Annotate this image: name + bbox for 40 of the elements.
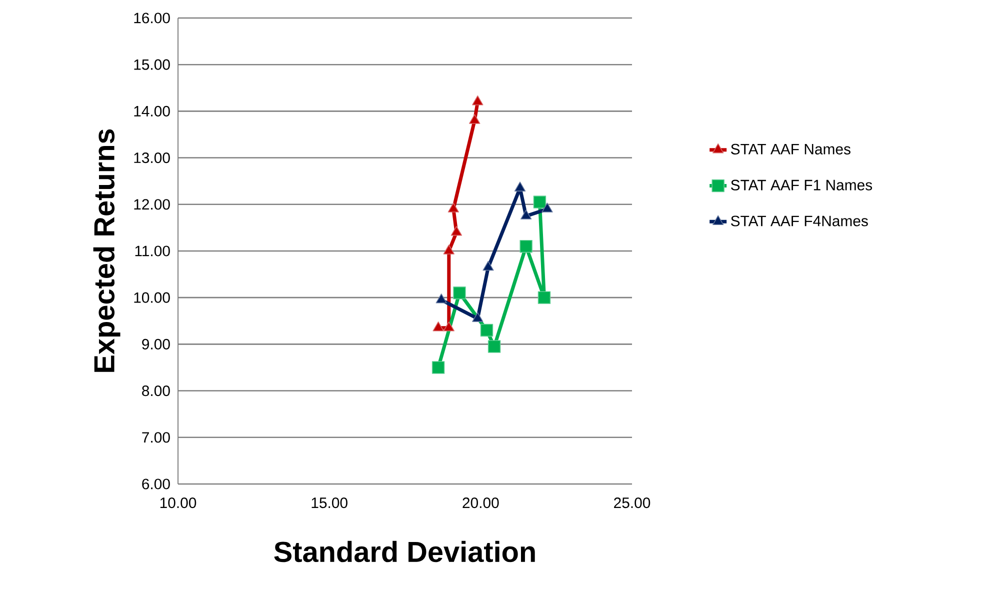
x-tick-label: 15.00	[312, 498, 348, 508]
point	[436, 294, 447, 304]
legend-label: STAT AAF F4Names	[731, 216, 868, 226]
point	[472, 95, 484, 106]
y-axis-title: Expected Returns	[93, 129, 120, 372]
point	[432, 361, 445, 374]
x-tick-label: 10.00	[160, 498, 196, 508]
point	[432, 321, 444, 332]
point	[472, 312, 484, 322]
x-axis-title: Standard Deviation	[274, 540, 535, 562]
y-tick-label: 13.00	[134, 152, 170, 164]
x-tick-label: 20.00	[462, 498, 499, 508]
point	[448, 202, 460, 212]
y-tick-label: 6.00	[142, 478, 170, 490]
point	[469, 114, 480, 124]
y-tick-label: 16.00	[134, 12, 170, 24]
point	[542, 202, 553, 212]
point	[443, 321, 454, 332]
legend-label: STAT AAF F1 Names	[731, 180, 872, 190]
y-tick-label: 11.00	[135, 246, 170, 256]
y-tick-label: 15.00	[134, 59, 170, 70]
point	[480, 324, 494, 337]
point	[443, 244, 454, 254]
y-tick-label: 7.00	[142, 432, 170, 443]
y-tick-label: 10.00	[134, 292, 170, 303]
point	[514, 182, 526, 192]
legend-label: STAT AAF Names	[731, 144, 850, 154]
y-tick-label: 8.00	[142, 385, 170, 396]
point	[533, 196, 546, 208]
point	[538, 291, 551, 304]
point	[520, 210, 532, 220]
point	[482, 260, 494, 271]
y-tick-label: 12.00	[134, 199, 170, 210]
y-tick-label: 14.00	[134, 106, 170, 116]
point	[453, 286, 466, 300]
point	[450, 226, 462, 236]
point	[520, 240, 532, 253]
y-tick-label: 9.00	[142, 338, 170, 350]
point	[488, 340, 501, 353]
x-tick-label: 25.00	[614, 498, 650, 508]
